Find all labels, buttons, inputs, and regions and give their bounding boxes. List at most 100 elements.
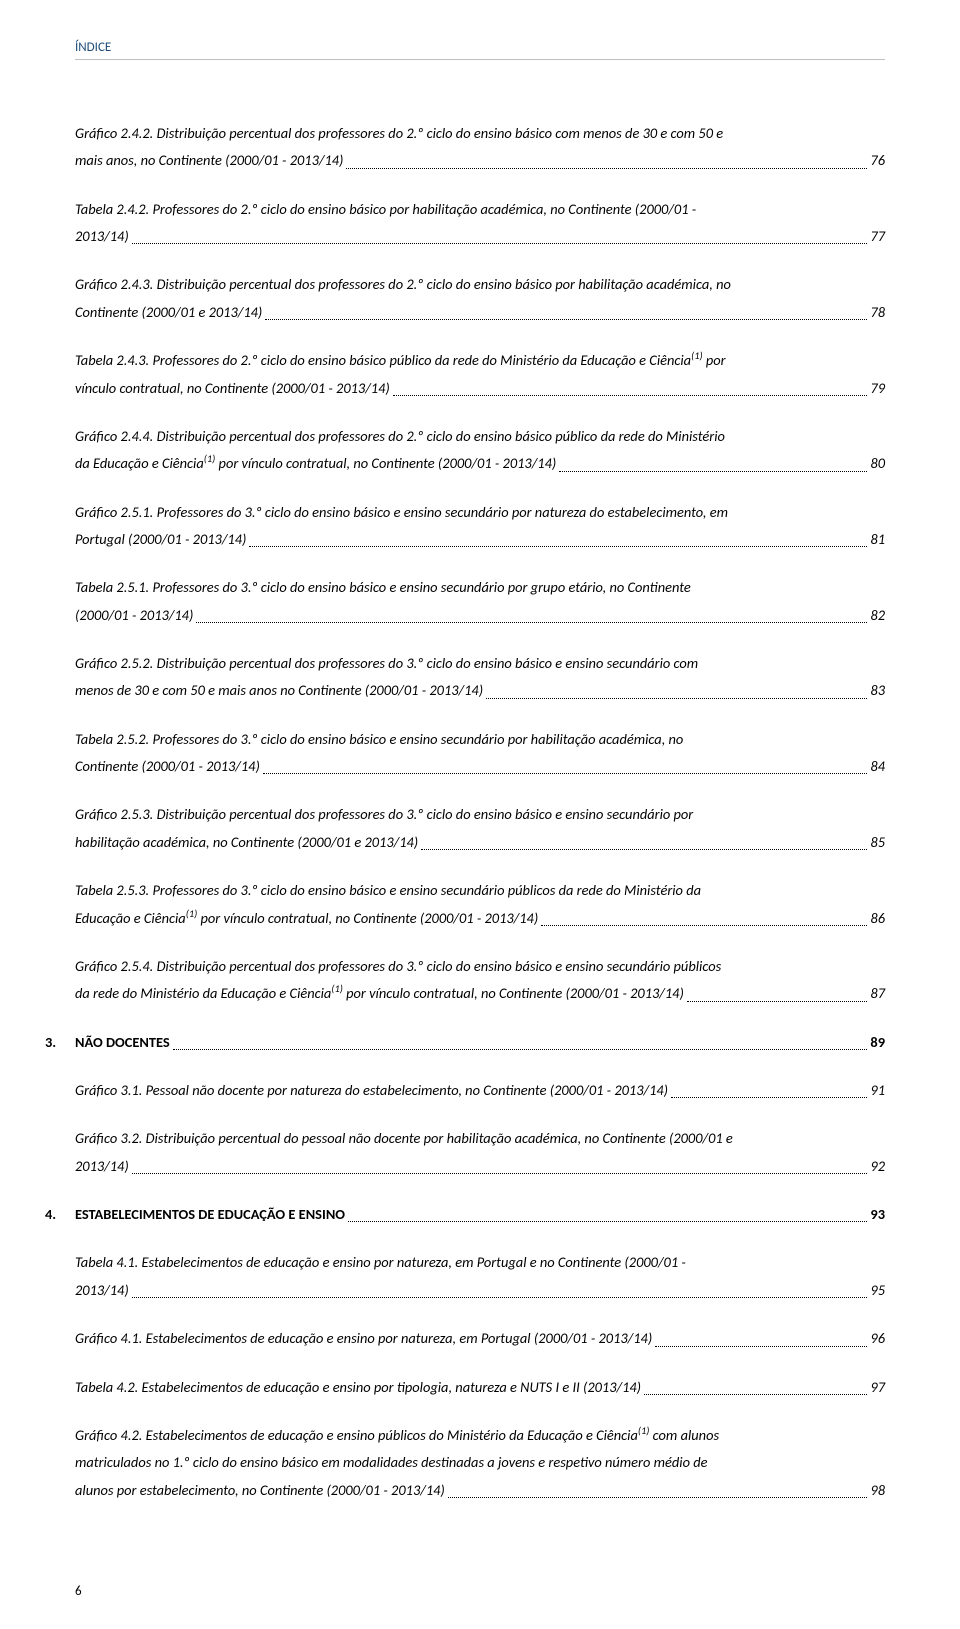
toc-entry-line: Gráfico 2.5.3. Distribuição percentual d… [75,801,885,828]
toc-entry-text: menos de 30 e com 50 e mais anos no Cont… [75,677,483,704]
toc-entry-line: Gráfico 3.2. Distribuição percentual do … [75,1125,885,1152]
dot-leader [196,622,867,623]
toc-entry-text: alunos por estabelecimento, no Continent… [75,1477,445,1504]
toc-entry-text: Tabela 4.2. Estabelecimentos de educação… [75,1374,641,1401]
dot-leader [687,1001,868,1002]
toc-entry: Gráfico 2.5.4. Distribuição percentual d… [75,953,885,1008]
toc-entry: Gráfico 3.1. Pessoal não docente por nat… [75,1077,885,1104]
toc-entry: Tabela 4.2. Estabelecimentos de educação… [75,1374,885,1401]
dot-leader [249,546,867,547]
toc-entry-text: (2000/01 - 2013/14) [75,602,193,629]
toc-entry: Tabela 2.4.3. Professores do 2.º ciclo d… [75,347,885,402]
toc-entry: Tabela 2.5.1. Professores do 3.º ciclo d… [75,574,885,629]
toc-page-number: 95 [870,1277,885,1304]
toc-entry-line: Tabela 2.5.1. Professores do 3.º ciclo d… [75,574,885,601]
toc-page-number: 86 [870,905,885,932]
dot-leader [559,471,867,472]
toc-entry-line: Gráfico 4.2. Estabelecimentos de educaçã… [75,1422,885,1449]
toc-section-entry: 4.ESTABELECIMENTOS DE EDUCAÇÃO E ENSINO 9… [45,1201,885,1228]
toc-entry-text: da Educação e Ciência(1) por vínculo con… [75,450,556,477]
toc-page-number: 80 [870,450,885,477]
dot-leader [541,925,867,926]
dot-leader [348,1221,867,1222]
toc-entry-line: Tabela 2.5.3. Professores do 3.º ciclo d… [75,877,885,904]
toc-page-number: 79 [870,375,885,402]
toc-entry: Gráfico 2.4.4. Distribuição percentual d… [75,423,885,478]
toc-page-number: 84 [870,753,885,780]
toc-entry-line: Tabela 2.4.3. Professores do 2.º ciclo d… [75,347,885,374]
toc-page-number: 87 [870,980,885,1007]
toc-entry: Tabela 4.1. Estabelecimentos de educação… [75,1249,885,1304]
toc-page-number: 89 [870,1029,885,1056]
toc-entry: Tabela 2.5.3. Professores do 3.º ciclo d… [75,877,885,932]
dot-leader [173,1049,868,1050]
toc-entry-text: habilitação académica, no Continente (20… [75,829,418,856]
toc-entry-text: Educação e Ciência(1) por vínculo contra… [75,905,538,932]
toc-page-number: 76 [870,147,885,174]
dot-leader [644,1394,867,1395]
toc-entry: Gráfico 2.4.2. Distribuição percentual d… [75,120,885,175]
dot-leader [655,1346,867,1347]
toc-page-number: 81 [870,526,885,553]
toc-entry-line: Gráfico 2.5.1. Professores do 3.º ciclo … [75,499,885,526]
page-header: ÍNDICE [75,40,885,60]
toc-page-number: 97 [870,1374,885,1401]
toc-page-number: 82 [870,602,885,629]
toc-entry-text: Continente (2000/01 e 2013/14) [75,299,262,326]
toc-entry: Gráfico 2.4.3. Distribuição percentual d… [75,271,885,326]
dot-leader [671,1097,867,1098]
toc-entry-text: Gráfico 3.1. Pessoal não docente por nat… [75,1077,668,1104]
toc-page-number: 91 [870,1077,885,1104]
toc-entry: Gráfico 4.1. Estabelecimentos de educaçã… [75,1325,885,1352]
toc-page-number: 77 [870,223,885,250]
toc-entry-line: Gráfico 2.4.3. Distribuição percentual d… [75,271,885,298]
toc-entry: Gráfico 4.2. Estabelecimentos de educaçã… [75,1422,885,1504]
toc-page-number: 85 [870,829,885,856]
toc-entry-line: Gráfico 2.4.2. Distribuição percentual d… [75,120,885,147]
toc-page-number: 98 [870,1477,885,1504]
toc-page-number: 96 [870,1325,885,1352]
toc-entry-text: da rede do Ministério da Educação e Ciên… [75,980,684,1007]
toc-section-entry: 3.NÃO DOCENTES 89 [45,1029,885,1056]
dot-leader [265,319,867,320]
dot-leader [486,698,867,699]
toc-entry-line: Tabela 2.5.2. Professores do 3.º ciclo d… [75,726,885,753]
toc-entry-line: Tabela 2.4.2. Professores do 2.º ciclo d… [75,196,885,223]
dot-leader [393,395,868,396]
toc-entry: Tabela 2.5.2. Professores do 3.º ciclo d… [75,726,885,781]
toc-entry-line: matriculados no 1.º ciclo do ensino bási… [75,1449,885,1476]
toc-entry-text: mais anos, no Continente (2000/01 - 2013… [75,147,343,174]
table-of-contents: Gráfico 2.4.2. Distribuição percentual d… [75,120,885,1504]
toc-section-number: 3. [45,1029,75,1056]
toc-entry-line: Gráfico 2.5.2. Distribuição percentual d… [75,650,885,677]
toc-section-text: NÃO DOCENTES [75,1029,170,1056]
toc-entry: Gráfico 2.5.2. Distribuição percentual d… [75,650,885,705]
dot-leader [132,243,868,244]
toc-entry-line: Tabela 4.1. Estabelecimentos de educação… [75,1249,885,1276]
page-number: 6 [75,1584,885,1599]
dot-leader [346,168,867,169]
toc-section-text: ESTABELECIMENTOS DE EDUCAÇÃO E ENSINO [75,1201,345,1228]
toc-entry: Gráfico 2.5.3. Distribuição percentual d… [75,801,885,856]
toc-entry-text: Gráfico 4.1. Estabelecimentos de educaçã… [75,1325,652,1352]
toc-entry-text: Continente (2000/01 - 2013/14) [75,753,260,780]
dot-leader [132,1297,868,1298]
toc-section-number: 4. [45,1201,75,1228]
toc-entry-line: Gráfico 2.5.4. Distribuição percentual d… [75,953,885,980]
toc-entry-text: Portugal (2000/01 - 2013/14) [75,526,246,553]
toc-entry-line: Gráfico 2.4.4. Distribuição percentual d… [75,423,885,450]
toc-entry-text: vínculo contratual, no Continente (2000/… [75,375,390,402]
toc-page-number: 78 [870,299,885,326]
toc-entry: Tabela 2.4.2. Professores do 2.º ciclo d… [75,196,885,251]
dot-leader [263,773,868,774]
dot-leader [448,1497,868,1498]
toc-entry: Gráfico 2.5.1. Professores do 3.º ciclo … [75,499,885,554]
toc-page-number: 93 [870,1201,885,1228]
toc-entry-text: 2013/14) [75,1277,129,1304]
toc-entry-text: 2013/14) [75,1153,129,1180]
toc-page-number: 83 [870,677,885,704]
dot-leader [421,849,867,850]
toc-page-number: 92 [870,1153,885,1180]
dot-leader [132,1173,868,1174]
toc-entry-text: 2013/14) [75,223,129,250]
